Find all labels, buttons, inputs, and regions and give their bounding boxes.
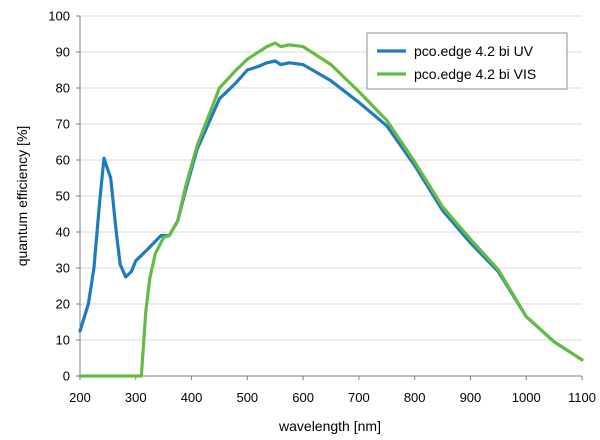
- y-tick-label: 0: [63, 369, 70, 384]
- x-tick-label: 400: [181, 390, 203, 405]
- legend-box: [366, 32, 568, 90]
- legend-label-vis: pco.edge 4.2 bi VIS: [414, 66, 536, 82]
- y-tick-label: 100: [48, 9, 70, 24]
- y-tick-label: 20: [56, 297, 70, 312]
- y-tick-label: 10: [56, 333, 70, 348]
- grid: [80, 15, 582, 341]
- legend-label-uv: pco.edge 4.2 bi UV: [414, 43, 534, 59]
- series-line-vis: [78, 41, 584, 378]
- y-tick-label: 40: [56, 225, 70, 240]
- x-tick-label: 1000: [512, 390, 541, 405]
- x-tick-label: 700: [348, 390, 370, 405]
- y-tick-label: 90: [56, 45, 70, 60]
- x-tick-label: 200: [69, 390, 91, 405]
- x-tick-label: 300: [125, 390, 147, 405]
- x-tick-label: 600: [292, 390, 314, 405]
- legend: pco.edge 4.2 bi UV pco.edge 4.2 bi VIS: [366, 32, 568, 90]
- y-tick-label: 80: [56, 81, 70, 96]
- x-tick-labels: 200 300 400 500 600 700 800 900 1000 1100: [69, 390, 596, 405]
- y-tick-label: 30: [56, 261, 70, 276]
- x-tick-label: 900: [460, 390, 482, 405]
- y-axis-title: quantum efficiency [%]: [14, 126, 30, 267]
- y-tick-label: 50: [56, 189, 70, 204]
- x-tick-label: 500: [236, 390, 258, 405]
- x-tick-label: 1100: [568, 390, 596, 405]
- y-tick-labels: 0 10 20 30 40 50 60 70 80 90 100: [48, 9, 70, 384]
- y-tick-label: 70: [56, 117, 70, 132]
- series-line-uv: [78, 59, 584, 362]
- series-lines: [78, 41, 584, 378]
- y-tick-label: 60: [56, 153, 70, 168]
- x-axis-title: wavelength [nm]: [278, 418, 381, 434]
- x-tick-label: 800: [404, 390, 426, 405]
